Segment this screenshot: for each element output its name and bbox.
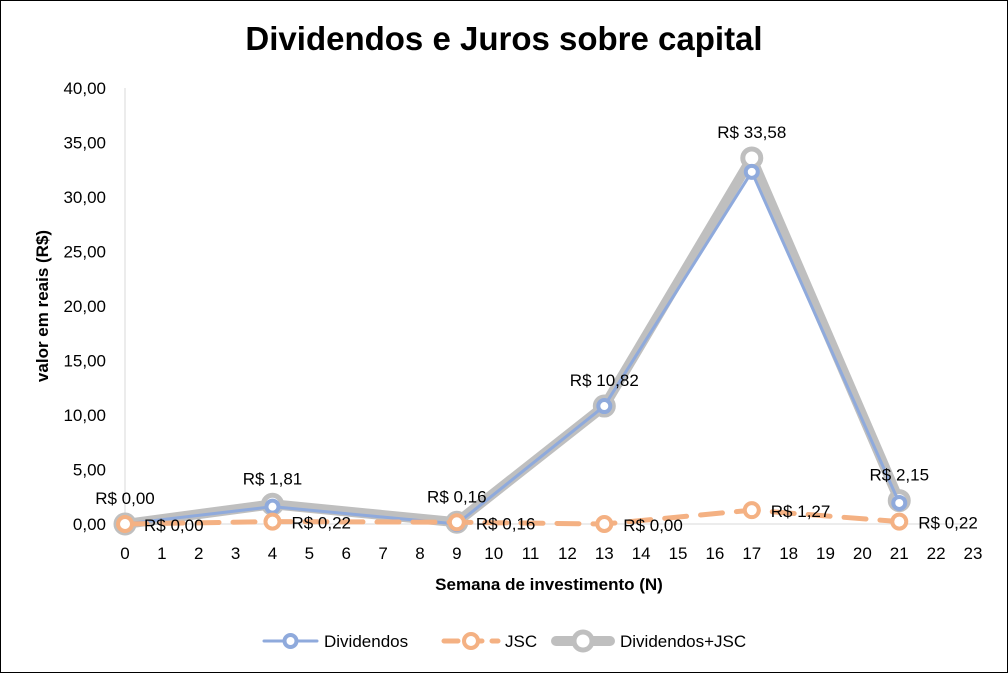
- series-1-point-3: [595, 515, 614, 533]
- jsc-data-label-2: R$ 0,16: [476, 514, 536, 533]
- x-tick-label-12: 12: [558, 544, 577, 563]
- x-tick-label-7: 7: [378, 544, 387, 563]
- x-tick-label-13: 13: [595, 544, 614, 563]
- x-tick-label-21: 21: [890, 544, 909, 563]
- x-tick-label-9: 9: [452, 544, 461, 563]
- series-0-point-5: [891, 494, 908, 511]
- y-tick-label-2: 10,00: [63, 406, 106, 425]
- x-tick-label-15: 15: [669, 544, 688, 563]
- jsc-data-label-4: R$ 1,27: [771, 502, 831, 521]
- series-1-point-4: [742, 501, 761, 520]
- x-tick-label-2: 2: [194, 544, 203, 563]
- x-tick-label-10: 10: [484, 544, 503, 563]
- series-1-point-1: [263, 512, 282, 531]
- x-tick-label-18: 18: [779, 544, 798, 563]
- x-tick-label-16: 16: [705, 544, 724, 563]
- series-1-point-2: [447, 513, 466, 532]
- y-tick-label-4: 20,00: [63, 297, 106, 316]
- y-tick-label-0: 0,00: [73, 515, 106, 534]
- x-tick-label-19: 19: [816, 544, 835, 563]
- x-tick-label-11: 11: [522, 544, 540, 563]
- x-tick-label-23: 23: [964, 544, 983, 563]
- x-tick-label-20: 20: [853, 544, 872, 563]
- jsc-data-label-5: R$ 0,22: [918, 514, 978, 533]
- y-tick-label-1: 5,00: [73, 461, 106, 480]
- y-tick-label-6: 30,00: [63, 188, 106, 207]
- x-tick-label-4: 4: [268, 544, 277, 563]
- x-tick-label-17: 17: [742, 544, 761, 563]
- legend-label-1: JSC: [505, 632, 537, 651]
- sum-data-label-5: R$ 2,15: [869, 466, 929, 485]
- x-tick-label-22: 22: [927, 544, 946, 563]
- y-tick-label-3: 15,00: [63, 352, 106, 371]
- series-line-0: [123, 170, 901, 526]
- sum-data-label-2: R$ 0,16: [427, 487, 487, 506]
- x-tick-label-1: 1: [157, 544, 166, 563]
- y-tick-label-7: 35,00: [63, 134, 106, 153]
- series-line-1: [122, 507, 902, 527]
- sum-data-label-1: R$ 1,81: [243, 469, 303, 488]
- sum-data-label-3: R$ 10,82: [570, 371, 639, 390]
- legend-label-0: Dividendos: [324, 632, 408, 651]
- series-1-point-0: [116, 515, 134, 533]
- jsc-data-label-0: R$ 0,00: [144, 516, 204, 535]
- x-tick-label-5: 5: [305, 544, 314, 563]
- legend-marker-2: [571, 629, 595, 653]
- legend-label-2: Dividendos+JSC: [620, 632, 746, 651]
- series-line-2: [120, 152, 905, 529]
- series-0-point-1: [264, 498, 281, 515]
- y-tick-label-8: 40,00: [63, 79, 106, 98]
- jsc-data-label-1: R$ 0,22: [291, 514, 351, 533]
- sum-data-label-4: R$ 33,58: [717, 123, 786, 142]
- y-tick-label-5: 25,00: [63, 243, 106, 262]
- x-tick-label-3: 3: [231, 544, 240, 563]
- series-0-point-3: [596, 398, 613, 415]
- x-axis-title: Semana de investimento (N): [435, 575, 663, 594]
- series-0-point-4: [743, 163, 760, 180]
- x-tick-label-14: 14: [632, 544, 651, 563]
- sum-data-label-0: R$ 0,00: [95, 489, 155, 508]
- x-tick-label-8: 8: [415, 544, 424, 563]
- legend-marker-0: [282, 633, 299, 649]
- series-1-point-5: [890, 512, 909, 531]
- jsc-data-label-3: R$ 0,00: [623, 516, 683, 535]
- x-tick-label-0: 0: [120, 544, 129, 563]
- x-tick-label-6: 6: [341, 544, 350, 563]
- legend-marker-1: [462, 632, 480, 650]
- chart-title: Dividendos e Juros sobre capital: [245, 20, 763, 57]
- y-axis-title: valor em reais (R$): [33, 230, 52, 382]
